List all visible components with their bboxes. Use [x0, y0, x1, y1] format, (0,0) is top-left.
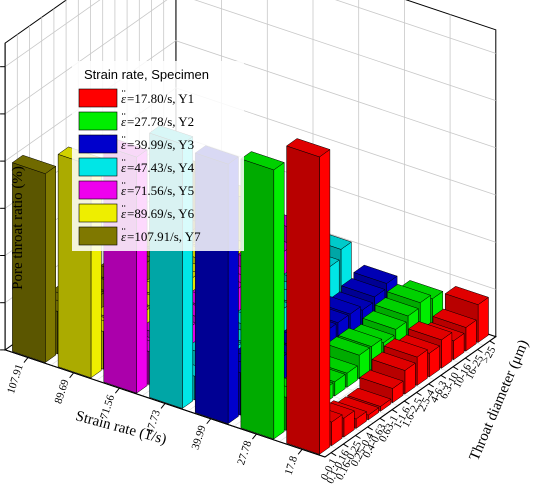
x-tick-mark [23, 357, 29, 363]
bar-face-top [374, 297, 419, 317]
gridline-z [4, 0, 496, 68]
legend-label: =47.43/s, Y4 [127, 160, 195, 175]
y-tick-mark [440, 374, 447, 379]
bar-face-side [286, 145, 320, 455]
y-tick-mark [416, 392, 422, 396]
y-tick-mark [477, 349, 483, 353]
bar-17.8-1-1.6 [359, 369, 404, 404]
legend-symbol: ε [121, 137, 127, 152]
legend-swatch [78, 180, 118, 200]
y-tick-mark [489, 340, 495, 345]
legend-swatch [78, 226, 118, 246]
legend-symbol: ε [121, 160, 127, 175]
x-tick-label: 107.91 [5, 363, 26, 395]
x-tick-mark [69, 372, 75, 379]
legend-item: ε =17.80/s, Y1 [78, 88, 194, 108]
y-tick-mark [379, 417, 386, 422]
legend: Strain rate, Specimen ε =17.80/s, Y1ε =27.… [72, 61, 244, 251]
x-tick-mark [252, 433, 257, 440]
bar-face-top [432, 308, 477, 328]
x-tick-label: 27.78 [235, 439, 254, 467]
bar-face-top [371, 351, 416, 371]
bar-face-top [347, 387, 392, 407]
legend-title: Strain rate, Specimen [84, 67, 209, 82]
bar-face-top [341, 278, 386, 298]
bar-face-side [240, 158, 275, 440]
legend-label: =107.91/s, Y7 [127, 229, 201, 244]
bar-face-top [383, 338, 429, 358]
legend-items: ε =17.80/s, Y1ε =27.78/s, Y2ε =39.99/s, Y3ε… [78, 88, 201, 246]
bar-face-front [319, 149, 331, 455]
bar-face-front [477, 296, 489, 343]
y-tick-mark [355, 435, 361, 439]
y-tick-mark [367, 426, 373, 431]
y-tick-label: >25 [480, 344, 499, 365]
y-tick-mark [452, 366, 459, 371]
y-axis-line [324, 336, 497, 458]
bar-face-top [240, 151, 285, 171]
bar-face-top [359, 369, 404, 389]
z-axis-title: Pore throat ratio (%) [10, 166, 26, 290]
x-tick-mark [160, 403, 166, 409]
legend-label: =27.78/s, Y2 [127, 114, 194, 129]
legend-symbol: ε [121, 114, 127, 129]
bar-107.91-0-0.1 [11, 154, 57, 363]
bar-face-top [362, 310, 407, 330]
bar-face-top [353, 264, 398, 284]
bar-face-top [386, 284, 432, 303]
legend-swatch [78, 157, 118, 177]
legend-label: =71.56/s, Y5 [127, 183, 194, 198]
legend-item: ε =47.43/s, Y4 [78, 157, 195, 177]
legend-symbol: ε [121, 91, 127, 106]
legend-symbol: ε [121, 183, 127, 198]
x-tick-mark [297, 449, 303, 455]
bar-face-top [325, 336, 371, 356]
legend-item: ε =71.56/s, Y5 [78, 180, 194, 200]
x-tick-label: 89.69 [52, 378, 71, 406]
legend-swatch [78, 88, 118, 108]
legend-item: ε =89.69/s, Y6 [78, 203, 195, 223]
legend-label: =17.80/s, Y1 [127, 91, 194, 106]
gridline-z [4, 40, 496, 162]
y-tick-mark [404, 400, 410, 405]
x-tick-mark [206, 418, 212, 425]
bar-face-front [273, 162, 285, 440]
legend-symbol: ε [121, 229, 127, 244]
legend-swatch [78, 203, 118, 223]
bar-face-top [337, 327, 383, 347]
x-tick-label: 17.8 [283, 454, 301, 476]
x-tick-mark [114, 387, 120, 394]
legend-item: ε =107.91/s, Y7 [78, 226, 201, 246]
bar-face-top [286, 138, 331, 158]
legend-swatch [78, 111, 118, 131]
bar-face-top [444, 286, 490, 305]
axes-layer [0, 43, 497, 458]
x-tick-label: 39.99 [190, 423, 209, 451]
legend-label: =89.69/s, Y6 [127, 206, 195, 221]
legend-item: ε =39.99/s, Y3 [78, 134, 194, 154]
bar-27.78-0-0.1 [240, 151, 285, 440]
y-tick-mark [330, 452, 337, 457]
legend-symbol: ε [121, 206, 127, 221]
legend-item: ε =27.78/s, Y2 [78, 111, 194, 131]
gridline-z [4, 0, 496, 115]
bar-17.8-0-0.1 [286, 138, 331, 455]
bar-face-front [45, 165, 56, 363]
legend-swatch [78, 134, 118, 154]
legend-label: =39.99/s, Y3 [127, 137, 194, 152]
bar-face-top [11, 154, 57, 174]
bar-face-top [408, 321, 453, 341]
y-tick-mark [465, 357, 471, 362]
y-tick-mark [391, 409, 398, 414]
y-tick-mark [428, 383, 434, 388]
y-tick-mark [343, 443, 349, 448]
